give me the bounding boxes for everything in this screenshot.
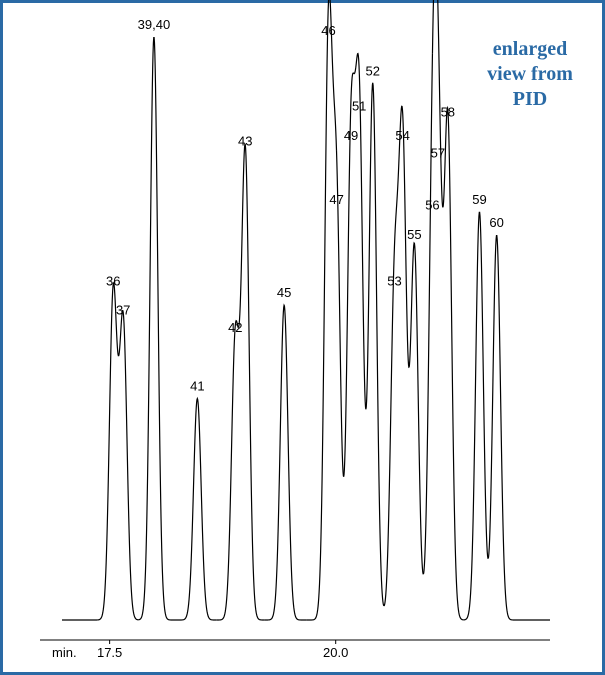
peak-label: 39,40 [138,17,171,32]
annotation: enlarged [493,38,567,60]
peak [216,319,239,621]
peak [442,105,464,621]
peak [463,211,489,621]
peak [408,241,424,575]
peak-label: 49 [344,128,358,143]
peak-label: 36 [106,274,120,289]
peak-label: 56 [425,198,439,213]
x-tick-label: 17.5 [97,645,122,660]
peak [335,150,345,477]
peak [138,37,176,621]
peak [343,96,352,477]
peak [118,309,139,621]
annotation: view from [487,63,573,85]
peak-label: 45 [277,285,291,300]
peak-label: 53 [387,274,401,289]
peak [237,142,265,621]
peak-label: 59 [472,192,486,207]
peak [422,53,434,575]
peak-label: 60 [489,215,503,230]
peak [393,105,410,369]
peak [264,303,307,621]
peak [306,0,338,621]
peak [487,235,550,621]
peak [431,0,444,208]
annotation: PID [513,88,547,110]
x-tick-label: 20.0 [323,645,348,660]
peak-label: 57 [431,145,445,160]
peak [62,281,120,621]
peak [365,82,385,607]
peak-label: 54 [395,128,409,143]
peak-label: 41 [190,378,204,393]
peak [383,245,396,607]
peak-label: 55 [407,227,421,242]
peak-label: 47 [329,192,343,207]
peak-label: 46 [321,23,335,38]
peak [350,52,367,410]
peak-label: 37 [116,303,130,318]
peak-label: 52 [366,64,380,79]
peak-label: 51 [352,99,366,114]
peak [176,396,217,621]
peak-label: 42 [228,320,242,335]
peak-label: 43 [238,134,252,149]
peak-label: 58 [441,104,455,119]
x-axis-label: min. [52,645,77,660]
